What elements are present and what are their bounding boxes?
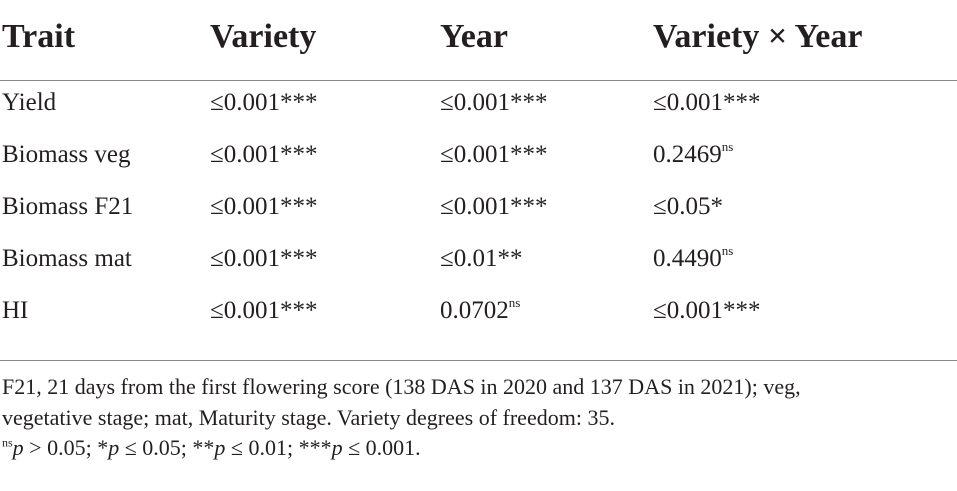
table-cell-trait: Biomass F21	[2, 193, 134, 220]
table-row: Biomass veg ≤0.001*** ≤0.001*** 0.2469ns	[0, 133, 957, 185]
table-cell-year: ≤0.001***	[440, 193, 548, 220]
table-cell-variety: ≤0.001***	[210, 89, 318, 116]
anova-table: Trait Variety Year Variety × Year Yield …	[0, 0, 957, 324]
header-variety-x-year: Variety × Year	[653, 18, 863, 55]
table-row: HI ≤0.001*** 0.0702ns ≤0.001***	[0, 289, 957, 341]
table-cell-trait: HI	[2, 297, 29, 324]
table-cell-year: 0.0702ns	[440, 294, 521, 324]
table-cell-trait: Biomass veg	[2, 141, 131, 168]
table-cell-variety: ≤0.001***	[210, 245, 318, 272]
table-cell-year: ≤0.01**	[440, 245, 523, 272]
table-cell-trait: Biomass mat	[2, 245, 132, 272]
table-cell-trait: Yield	[2, 89, 57, 116]
table-cell-interaction: 0.2469ns	[653, 138, 734, 168]
footnote-abbreviations-line-2: vegetative stage; mat, Maturity stage. V…	[2, 404, 615, 430]
header-variety: Variety	[210, 18, 317, 55]
table-cell-interaction: ≤0.05*	[653, 193, 723, 220]
table-cell-variety: ≤0.001***	[210, 297, 318, 324]
table-cell-year: ≤0.001***	[440, 89, 548, 116]
table-cell-interaction: ≤0.001***	[653, 297, 761, 324]
table-row: Biomass mat ≤0.001*** ≤0.01** 0.4490ns	[0, 237, 957, 289]
table-cell-interaction: 0.4490ns	[653, 242, 734, 272]
table-footnotes: F21, 21 days from the first flowering sc…	[2, 372, 952, 464]
table-header-row: Trait Variety Year Variety × Year	[0, 0, 957, 81]
table-cell-variety: ≤0.001***	[210, 141, 318, 168]
header-year: Year	[440, 18, 508, 55]
table-cell-year: ≤0.001***	[440, 141, 548, 168]
table-cell-interaction: ≤0.001***	[653, 89, 761, 116]
table-row: Yield ≤0.001*** ≤0.001*** ≤0.001***	[0, 81, 957, 133]
header-trait: Trait	[2, 18, 76, 55]
footnote-significance-key: nsp > 0.05; *p ≤ 0.05; **p ≤ 0.01; ***p …	[2, 435, 421, 460]
footnote-abbreviations-line-1: F21, 21 days from the first flowering sc…	[2, 374, 801, 399]
table-footer-divider	[0, 360, 957, 361]
table-row: Biomass F21 ≤0.001*** ≤0.001*** ≤0.05*	[0, 185, 957, 237]
table-body: Yield ≤0.001*** ≤0.001*** ≤0.001*** Biom…	[0, 81, 957, 341]
table-cell-variety: ≤0.001***	[210, 193, 318, 220]
